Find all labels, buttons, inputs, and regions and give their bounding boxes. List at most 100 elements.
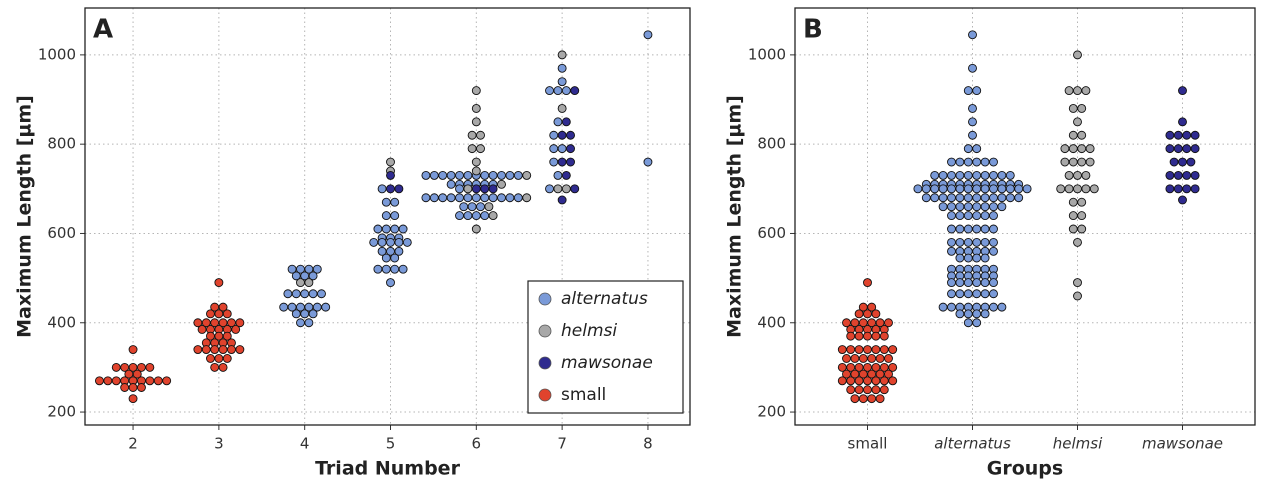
data-point [879,376,889,386]
data-point [471,104,481,113]
data-point [128,345,138,354]
data-point [1073,170,1082,180]
x-tick-label: helmsi [1053,435,1103,453]
data-point [132,369,142,379]
data-point [1178,195,1187,205]
data-point [566,157,575,167]
data-point [854,385,864,395]
data-point [402,237,412,247]
data-point [863,385,872,395]
data-point [557,63,567,73]
data-point [980,253,990,263]
data-point [145,362,155,372]
data-point [955,193,965,203]
data-point [947,202,956,212]
data-point [947,193,956,203]
data-point [963,318,973,328]
data-point [1169,157,1179,167]
data-point [421,170,431,180]
data-point [1165,144,1175,154]
data-point [842,354,851,363]
data-point [471,117,481,127]
data-point [997,184,1007,194]
data-point [846,385,856,395]
data-point [480,193,490,203]
data-point [997,193,1007,203]
legend-box [527,280,684,414]
y-tick-label: 200 [47,403,76,421]
data-point [369,237,379,247]
data-point [1182,170,1192,180]
data-point [421,193,431,203]
data-point [1073,86,1082,96]
data-point [989,246,998,256]
legend-swatch [538,356,552,370]
data-point [989,202,998,212]
data-point [390,253,400,263]
data-point [972,289,982,299]
data-point [947,211,956,221]
data-point [317,289,326,299]
data-point [1068,157,1078,167]
data-point [381,197,391,207]
data-point [980,289,990,299]
data-point [884,354,893,363]
data-point [210,362,220,372]
data-point [128,383,138,392]
plot-frame [794,7,1256,426]
data-point [459,202,469,212]
data-point [557,157,567,167]
data-point [471,224,481,234]
data-point [955,289,965,299]
data-point [566,130,575,140]
data-point [1190,130,1200,140]
data-point [513,170,523,180]
x-tick-label: 8 [643,435,653,453]
data-point [955,224,965,234]
data-point [1068,197,1078,207]
data-point [643,30,653,40]
data-point [394,184,404,194]
data-point [381,224,391,234]
data-point [505,170,515,180]
data-point [938,302,948,312]
data-point [850,354,860,363]
data-point [863,331,872,341]
data-point [989,170,998,180]
data-point [968,104,977,113]
data-point [218,362,228,372]
data-point [231,325,241,334]
plot-frame [84,7,691,426]
data-point [1073,117,1082,127]
data-point [476,202,485,212]
data-point [1165,170,1175,180]
data-point [513,193,523,203]
data-point [1178,157,1187,167]
data-point [1081,184,1091,194]
data-point [1178,86,1187,96]
data-point [1165,184,1175,194]
data-point [972,318,982,328]
data-point [1077,197,1087,207]
data-point [968,63,977,73]
data-point [980,211,990,221]
data-point [471,193,481,203]
data-point [1060,157,1070,167]
data-point [955,157,965,167]
data-point [308,309,318,319]
data-point [846,376,856,386]
data-point [471,157,481,167]
data-point [218,345,228,354]
data-point [938,193,948,203]
data-point [145,376,155,386]
data-point [497,193,506,203]
data-point [455,170,464,180]
data-point [193,345,203,354]
data-point [522,170,532,180]
data-point [304,278,314,288]
data-point [471,211,481,221]
data-point [570,86,580,96]
data-point [283,289,293,299]
data-point [557,130,567,140]
data-point [972,309,982,319]
